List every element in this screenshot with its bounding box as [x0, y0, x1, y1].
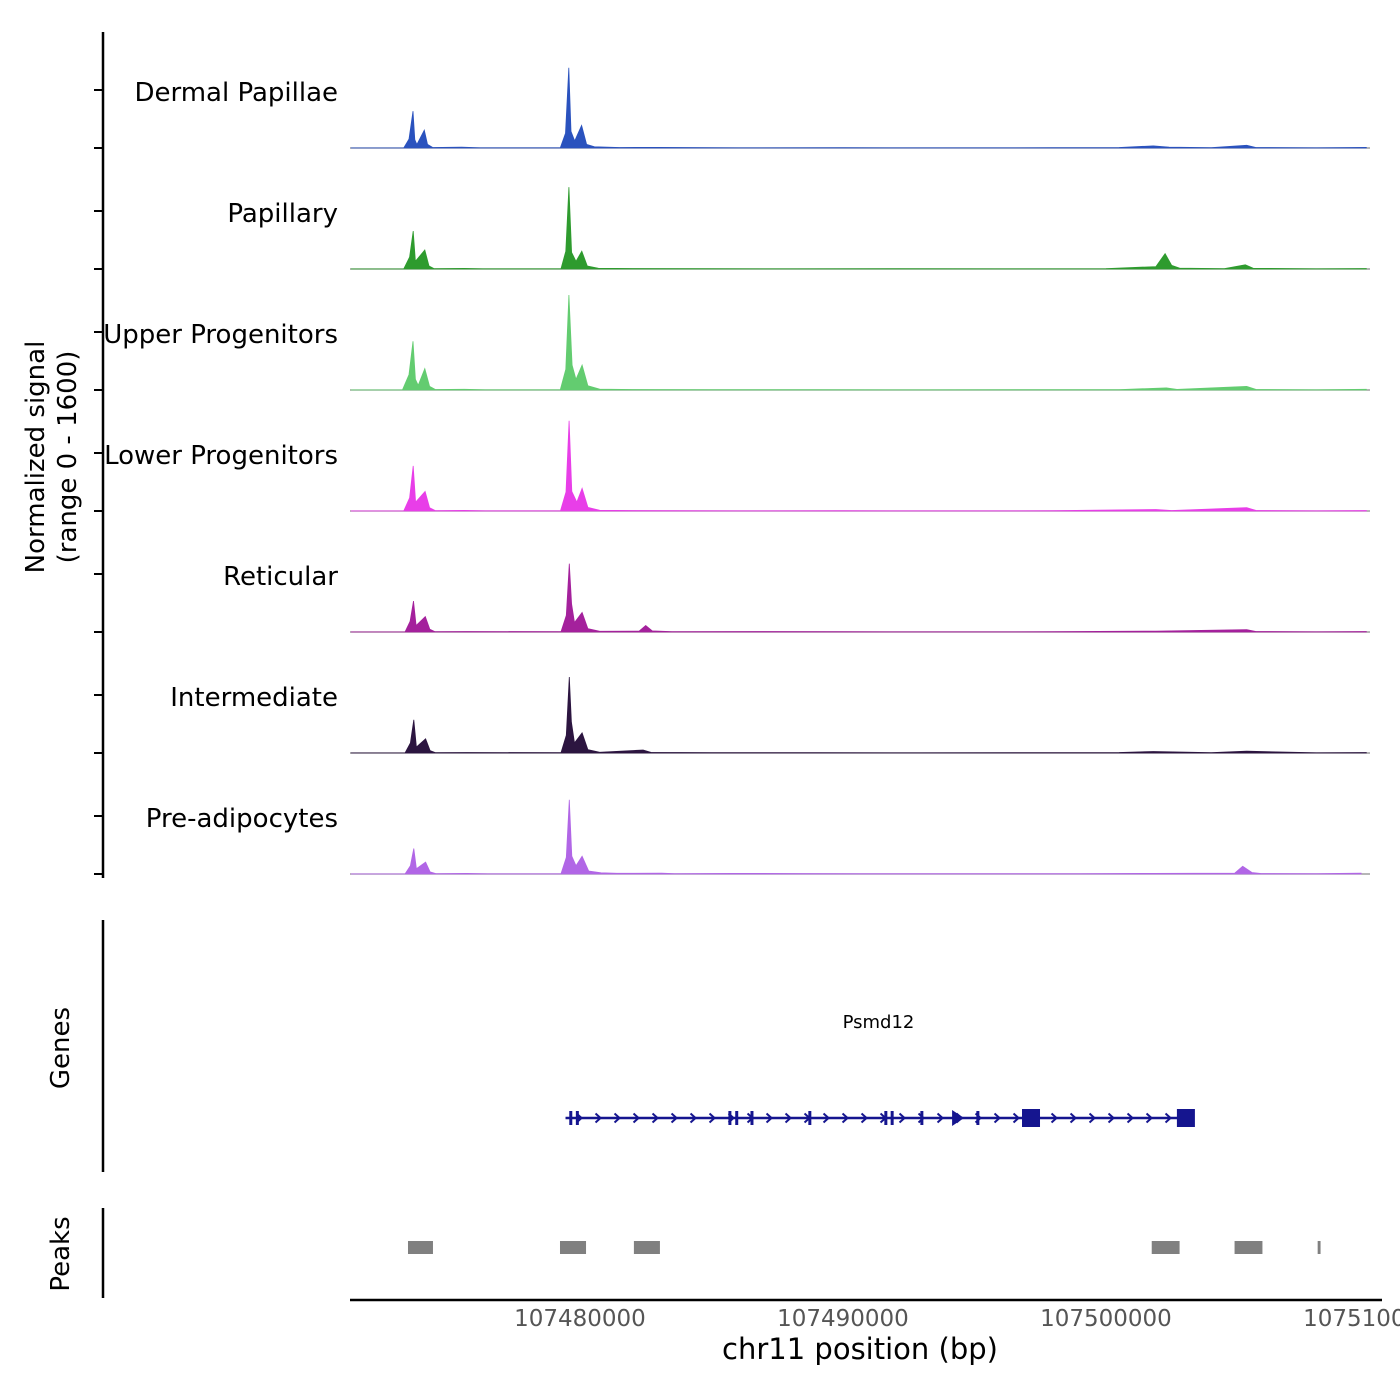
gene-strand-arrow-icon — [651, 1112, 660, 1124]
gene-strand-arrow-icon — [1050, 1112, 1059, 1124]
gene-strand-arrow-icon — [765, 1112, 774, 1124]
track-label-upper-progenitors: Upper Progenitors — [103, 320, 338, 350]
signal-area-dermal-papillae — [350, 67, 1367, 149]
x-axis-title: chr11 position (bp) — [722, 1332, 998, 1366]
x-tick-label: 107510000 — [1303, 1306, 1400, 1332]
peak-region-box — [1234, 1241, 1263, 1254]
gene-exon-box — [1176, 1109, 1195, 1127]
gene-strand-arrow-icon — [1012, 1112, 1021, 1124]
signal-area-intermediate — [350, 676, 1367, 754]
track-label-dermal-papillae: Dermal Papillae — [134, 78, 338, 108]
peak-region-box — [1317, 1241, 1321, 1254]
signal-area-papillary — [350, 187, 1367, 270]
x-tick-label: 107480000 — [514, 1306, 646, 1332]
gene-strand-arrow-icon — [613, 1112, 622, 1124]
peaks-section-label: Peaks — [46, 1216, 76, 1292]
x-tick-label: 107490000 — [777, 1306, 909, 1332]
signal-area-pre-adipocytes — [350, 799, 1362, 875]
signal-area-lower-progenitors — [350, 420, 1367, 512]
gene-strand-arrow-icon — [1107, 1112, 1116, 1124]
x-tick-label: 107500000 — [1040, 1306, 1172, 1332]
peak-region-box — [633, 1241, 660, 1254]
track-label-reticular: Reticular — [223, 562, 338, 592]
track-label-intermediate: Intermediate — [170, 683, 338, 713]
track-label-papillary: Papillary — [227, 199, 338, 229]
gene-strand-arrow-icon — [936, 1112, 945, 1124]
gene-strand-arrow-icon — [670, 1112, 679, 1124]
gene-strand-arrow-icon — [594, 1112, 603, 1124]
peak-region-box — [559, 1241, 587, 1254]
gene-strand-arrow-icon — [1164, 1112, 1173, 1124]
genes-section-label: Genes — [46, 1006, 76, 1090]
gene-strand-arrow-icon — [632, 1112, 641, 1124]
gene-strand-arrow-icon — [898, 1112, 907, 1124]
gene-exon-thick — [952, 1110, 965, 1126]
gene-strand-arrow-icon — [917, 1112, 926, 1124]
peak-region-box — [407, 1241, 433, 1254]
gene-strand-arrow-icon — [822, 1112, 831, 1124]
gene-strand-arrow-icon — [841, 1112, 850, 1124]
gene-strand-arrow-icon — [1088, 1112, 1097, 1124]
gene-strand-arrow-icon — [689, 1112, 698, 1124]
gene-strand-arrow-icon — [1069, 1112, 1078, 1124]
gene-strand-arrow-icon — [860, 1112, 869, 1124]
gene-strand-arrow-icon — [708, 1112, 717, 1124]
gene-strand-arrow-icon — [993, 1112, 1002, 1124]
track-label-pre-adipocytes: Pre-adipocytes — [145, 804, 338, 834]
signal-area-reticular — [350, 563, 1367, 633]
gene-exon-box — [1022, 1109, 1041, 1127]
signal-area-upper-progenitors — [350, 294, 1367, 391]
gene-strand-arrow-icon — [784, 1112, 793, 1124]
gene-strand-arrow-icon — [1126, 1112, 1135, 1124]
gene-strand-arrow-icon — [1145, 1112, 1154, 1124]
track-label-lower-progenitors: Lower Progenitors — [104, 441, 338, 471]
gene-name-label: Psmd12 — [842, 1012, 915, 1033]
peak-region-box — [1151, 1241, 1180, 1254]
